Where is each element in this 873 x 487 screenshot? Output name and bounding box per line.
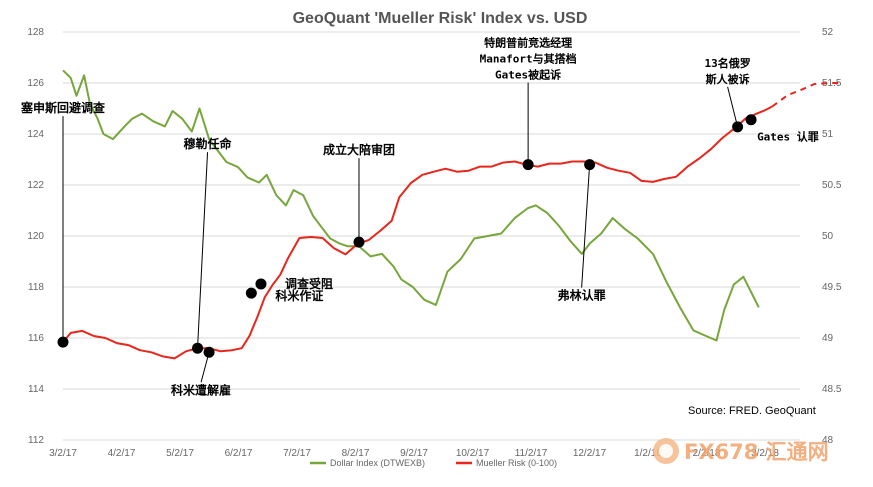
event-label: Gates被起诉	[495, 68, 561, 82]
annotation-a10: Gates 认罪	[745, 114, 819, 144]
legend-label-mueller-risk: Mueller Risk (0-100)	[476, 458, 557, 468]
annotation-a6: 成立大陪审团	[323, 142, 395, 248]
series-line-dollar-index	[62, 69, 760, 342]
y-right-tick-label: 51.5	[822, 78, 842, 89]
x-tick-label: 5/2/17	[166, 448, 194, 459]
y-left-tick-label: 120	[27, 231, 44, 242]
event-leader-line	[197, 152, 209, 349]
event-label: 科米遭解雇	[171, 382, 231, 397]
x-tick-label: 9/2/17	[400, 448, 428, 459]
y-left-tick-label: 122	[27, 180, 44, 191]
y-left-tick-label: 126	[27, 78, 44, 89]
event-label: Manafort与其搭档	[480, 52, 577, 66]
y-left-tick-label: 118	[28, 282, 44, 293]
y-left-tick-label: 114	[28, 384, 44, 395]
event-label: 科米作证	[275, 288, 323, 303]
y-left-tick-label: 128	[27, 27, 44, 38]
event-label: 特朗普前竞选经理	[484, 36, 572, 50]
event-label: 13名俄罗	[704, 56, 750, 70]
event-leader-line	[581, 164, 591, 288]
event-leader-line	[200, 352, 210, 383]
watermark: FX678 汇通网	[653, 438, 829, 464]
y-right-tick-label: 50	[822, 231, 834, 242]
x-tick-label: 10/2/17	[456, 448, 490, 459]
series-projection-mueller-risk	[771, 82, 842, 108]
legend: Dollar Index (DTWEXB) Mueller Risk (0-10…	[310, 458, 557, 468]
y-axis-left-ticks: 112 114 116 118 120 122 124 126 128	[27, 27, 44, 446]
y-right-tick-label: 52	[822, 27, 834, 38]
y-right-tick-label: 51	[822, 129, 834, 140]
annotation-a2: 穆勒任命	[184, 136, 233, 354]
x-tick-label: 12/2/17	[573, 448, 607, 459]
x-tick-label: 2/2/18	[693, 448, 721, 459]
y-right-tick-label: 48.5	[822, 384, 842, 395]
y-left-tick-label: 116	[28, 333, 44, 344]
event-label: 调查受阻	[285, 276, 333, 291]
event-label: Gates 认罪	[757, 130, 819, 144]
event-marker	[255, 278, 267, 290]
x-tick-label: 4/2/17	[108, 448, 136, 459]
event-label: 塞申斯回避调查	[21, 100, 106, 115]
watermark-text: FX678 汇通网	[684, 440, 829, 464]
event-label: 穆勒任命	[184, 136, 233, 151]
event-label: 弗林认罪	[558, 288, 606, 303]
event-marker	[245, 287, 257, 299]
y-left-tick-label: 112	[28, 435, 44, 446]
event-label: 斯人被诉	[706, 72, 750, 86]
annotation-a7: 特朗普前竞选经理 Manafort与其搭档 Gates被起诉	[480, 36, 577, 171]
y-axis-right-ticks: 48 48.5 49 49.5 50 50.5 51 51.5 52	[822, 27, 842, 446]
x-tick-label: 3/2/17	[49, 448, 77, 459]
annotation-a1: 塞申斯回避调查	[21, 100, 106, 348]
grid-lines	[63, 31, 800, 441]
y-right-tick-label: 48	[822, 435, 834, 446]
chart-source: Source: FRED. GeoQuant	[688, 405, 816, 417]
x-tick-label: 8/2/17	[342, 448, 370, 459]
y-left-tick-label: 124	[27, 129, 44, 140]
x-tick-label: 1/2/18	[634, 448, 662, 459]
legend-label-dollar-index: Dollar Index (DTWEXB)	[330, 458, 425, 468]
series-lines	[62, 69, 842, 360]
event-label: 成立大陪审团	[323, 142, 395, 157]
series-line-mueller-risk	[62, 105, 773, 360]
x-tick-label: 11/2/17	[515, 448, 548, 459]
y-right-tick-label: 49	[822, 333, 834, 344]
event-marker	[745, 114, 757, 126]
x-tick-label: 6/2/17	[225, 448, 253, 459]
annotation-a8: 弗林认罪	[558, 159, 606, 303]
x-axis-ticks: 3/2/17 4/2/17 5/2/17 6/2/17 7/2/17 8/2/17 9/2/…	[49, 448, 779, 459]
y-right-tick-label: 50.5	[822, 180, 842, 191]
annotation-a4: 科米作证	[245, 287, 323, 303]
event-leader-line	[727, 86, 739, 127]
y-right-tick-label: 49.5	[822, 282, 842, 293]
x-tick-label: 3/2/18	[751, 448, 779, 459]
annotation-a3: 科米遭解雇	[171, 346, 231, 397]
annotation-a5: 调查受阻	[255, 276, 333, 291]
x-tick-label: 7/2/17	[283, 448, 311, 459]
chart-title: GeoQuant 'Mueller Risk' Index vs. USD	[293, 10, 588, 27]
